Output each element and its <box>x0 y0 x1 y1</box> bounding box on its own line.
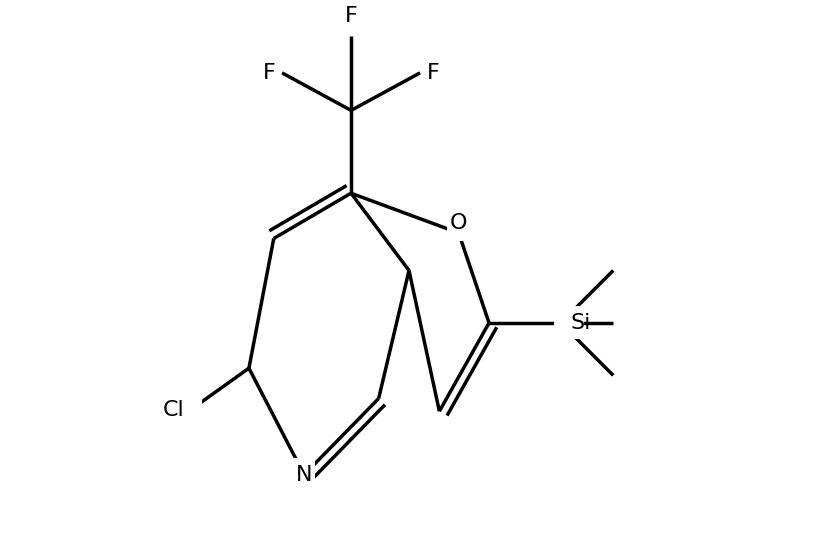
Text: Si: Si <box>571 313 591 333</box>
Text: F: F <box>344 6 357 26</box>
Bar <box>447 208 470 241</box>
Text: F: F <box>427 63 439 83</box>
Bar <box>293 458 315 491</box>
Text: F: F <box>263 63 276 83</box>
Text: Cl: Cl <box>163 400 184 420</box>
Text: N: N <box>296 465 312 485</box>
Bar <box>554 306 584 339</box>
Bar <box>169 393 202 426</box>
Text: O: O <box>450 213 467 233</box>
